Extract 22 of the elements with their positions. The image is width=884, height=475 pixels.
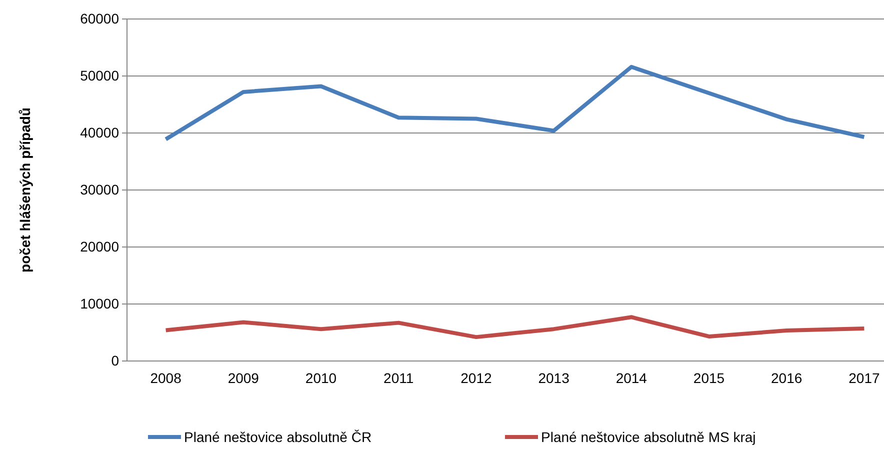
legend-label: Plané neštovice absolutně ČR [184, 428, 372, 445]
y-tick-label: 10000 [80, 295, 120, 312]
x-tick-label: 2008 [150, 370, 182, 386]
x-tick-label: 2017 [848, 370, 880, 386]
x-tick-label: 2016 [771, 370, 802, 386]
y-tick-label: 20000 [80, 238, 120, 254]
line-series [164, 64, 866, 142]
x-tick-label: 2010 [305, 370, 337, 386]
x-tick-label: 2009 [228, 370, 260, 386]
y-axis-title: počet hlášených případů [17, 108, 33, 272]
y-tick-label: 50000 [80, 67, 120, 84]
y-tick-label: 0 [111, 352, 120, 368]
y-tick-label: 30000 [80, 181, 120, 198]
x-tick-label: 2011 [384, 370, 414, 386]
x-tick-label: 2015 [693, 370, 725, 386]
x-tick-label: 2013 [538, 370, 570, 386]
y-tick-label: 60000 [80, 10, 120, 26]
y-tick-label: 40000 [80, 124, 120, 140]
legend-label: Plané neštovice absolutně MS kraj [541, 428, 756, 445]
x-tick-label: 2014 [616, 370, 648, 386]
line-series [164, 315, 866, 340]
x-tick-label: 2012 [460, 370, 492, 386]
